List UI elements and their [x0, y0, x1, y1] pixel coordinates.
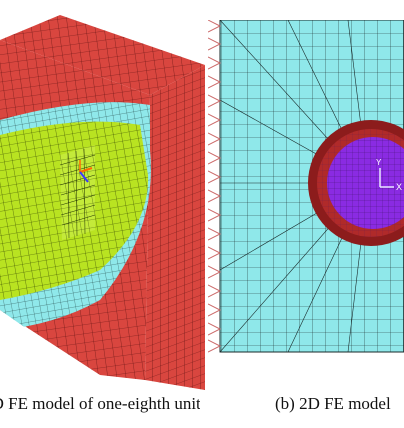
axis-triad-icon: [379, 168, 394, 188]
caption-left: (a) 3D FE model of one-eighth unit cell: [0, 394, 200, 413]
y-axis-label: Y: [376, 158, 382, 167]
x-axis-label: X: [396, 182, 402, 192]
3d-unit-cell-figure: [0, 15, 205, 390]
2d-fe-model-figure: Y X: [208, 20, 404, 353]
caption-right: (b) 2D FE model: [275, 394, 391, 413]
axis-triad-icon: [79, 160, 93, 183]
boundary-supports: [208, 20, 222, 353]
